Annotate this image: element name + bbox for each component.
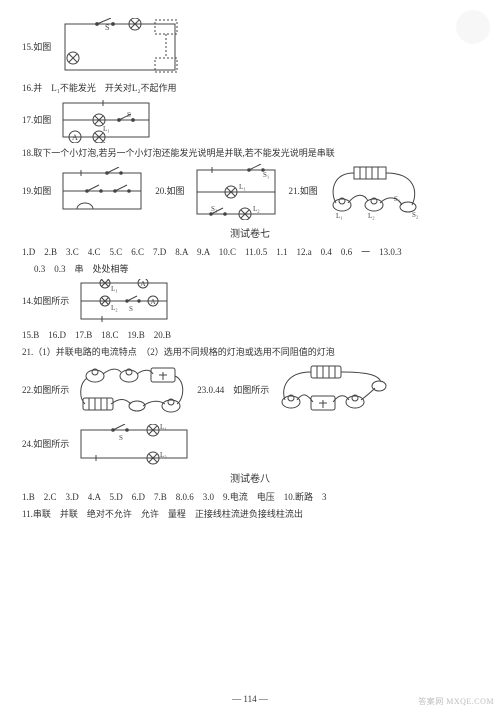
watermark-corner: [456, 10, 490, 44]
q23-circuit-diagram: [275, 362, 391, 420]
q22-circuit-diagram: [75, 362, 191, 420]
q17-label: 17.如图: [22, 114, 51, 128]
svg-text:A: A: [151, 298, 156, 306]
svg-text:L₁: L₁: [336, 212, 343, 220]
section8-answers-2: 11.串联 并联 绝对不允许 允许 量程 正接线柱流进负接线柱流出: [22, 508, 478, 522]
svg-text:L₁: L₁: [111, 285, 118, 293]
q15-row: 15.如图 S: [22, 18, 478, 78]
q22-23-row: 22.如图所示 23.0.44 如图所示: [22, 362, 478, 420]
q21b-text: 21.（1）并联电路的电流特点 （2）选用不同规格的灯泡或选用不同阻值的灯泡: [22, 346, 478, 360]
q22-label: 22.如图所示: [22, 384, 69, 398]
svg-text:L₁: L₁: [103, 125, 110, 133]
q18-text: 18.取下一个小灯泡,若另一个小灯泡还能发光说明是并联,若不能发光说明是串联: [22, 147, 478, 161]
q24-label: 24.如图所示: [22, 438, 69, 452]
svg-text:L₂: L₂: [103, 141, 110, 143]
q14b-circuit-diagram: L₁ L₂ A A S: [75, 279, 175, 325]
svg-text:S₂: S₂: [211, 205, 218, 213]
q19-20-21-row: 19.如图 20.如图 S₁ L₁ L₂ S₂ 21.如图: [22, 163, 478, 221]
q23-label: 23.0.44 如图所示: [197, 384, 269, 398]
q15-label: 15.如图: [22, 41, 51, 55]
section7-title: 测试卷七: [22, 227, 478, 242]
section7-answers-2: 0.3 0.3 串 处处相等: [22, 263, 478, 277]
svg-text:S: S: [129, 305, 133, 313]
q14b-label: 14.如图所示: [22, 295, 69, 309]
svg-text:A: A: [141, 280, 146, 288]
svg-text:L₁: L₁: [239, 183, 246, 191]
q19-circuit-diagram: [57, 167, 149, 217]
q20-circuit-diagram: S₁ L₁ L₂ S₂: [191, 164, 283, 220]
q24-row: 24.如图所示 S L₁ L₂: [22, 424, 478, 466]
svg-text:L₁: L₁: [160, 424, 167, 431]
q19-label: 19.如图: [22, 185, 51, 199]
svg-text:S: S: [119, 434, 123, 442]
q21-label: 21.如图: [289, 185, 318, 199]
q15-circuit-diagram: S: [57, 18, 187, 78]
q16-text: 16.并 L₁不能发光 开关对L₂不起作用: [22, 82, 478, 96]
svg-text:S: S: [127, 111, 131, 119]
line-15-20: 15.B 16.D 17.B 18.C 19.B 20.B: [22, 329, 478, 343]
q20-label: 20.如图: [155, 185, 184, 199]
q17-circuit-diagram: A L₁ L₂ S: [57, 99, 157, 143]
svg-text:S₁: S₁: [263, 171, 269, 179]
section8-title: 测试卷八: [22, 472, 478, 487]
q24-circuit-diagram: S L₁ L₂: [75, 424, 195, 466]
q14b-row: 14.如图所示 L₁ L₂ A A S: [22, 279, 478, 325]
section8-answers-1: 1.B 2.C 3.D 4.A 5.D 6.D 7.B 8.0.6 3.0 9.…: [22, 491, 478, 505]
svg-text:L₂: L₂: [160, 451, 167, 459]
section7-answers-1: 1.D 2.B 3.C 4.C 5.C 6.C 7.D 8.A 9.A 10.C…: [22, 246, 478, 260]
svg-text:L₂: L₂: [111, 304, 118, 312]
svg-text:S₂: S₂: [412, 211, 419, 219]
svg-text:A: A: [72, 133, 78, 142]
svg-text:L₂: L₂: [368, 212, 375, 220]
svg-text:S: S: [105, 23, 109, 32]
watermark-text: 答案网 MXQE.COM: [418, 696, 494, 708]
svg-text:S₁: S₁: [394, 195, 400, 203]
svg-text:L₂: L₂: [253, 205, 260, 213]
q21-circuit-diagram: L₁ L₂ S₁ S₂: [324, 163, 424, 221]
q17-row: 17.如图 A L₁ L₂ S: [22, 99, 478, 143]
